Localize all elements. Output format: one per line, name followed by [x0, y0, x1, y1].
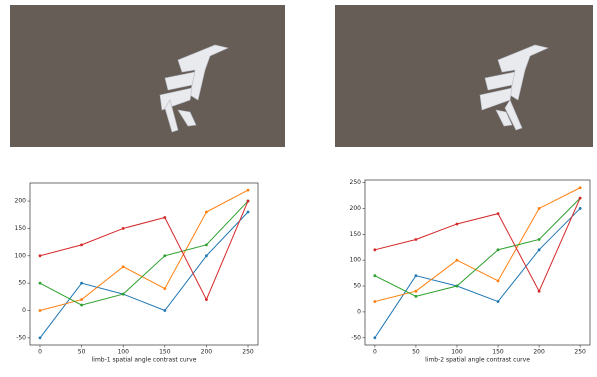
x-axis-label: limb-2 spatial angle contrast curve	[425, 357, 530, 364]
point	[497, 300, 500, 303]
series-line	[40, 201, 248, 305]
x-tick-label: 50	[412, 349, 420, 356]
point	[205, 211, 208, 214]
y-tick-label: 50	[353, 283, 361, 290]
point	[80, 282, 83, 285]
y-tick-label: 0	[357, 308, 361, 315]
series-line	[40, 201, 248, 300]
point	[80, 298, 83, 301]
axes-frame	[365, 180, 590, 345]
axes-frame	[30, 183, 258, 345]
point	[205, 298, 208, 301]
y-tick-label: 50	[18, 280, 26, 287]
x-tick-label: 250	[242, 349, 254, 356]
point	[247, 189, 250, 192]
point	[497, 212, 500, 215]
series-line	[375, 188, 580, 302]
point	[456, 285, 459, 288]
y-tick-label: 250	[350, 179, 362, 186]
point	[538, 248, 541, 251]
point	[80, 243, 83, 246]
point	[39, 282, 42, 285]
x-tick-label: 250	[574, 349, 586, 356]
y-tick-label: 100	[15, 252, 27, 259]
point	[497, 279, 500, 282]
y-tick-label: 200	[350, 205, 362, 212]
x-tick-label: 150	[159, 349, 171, 356]
point	[163, 254, 166, 257]
point	[163, 309, 166, 312]
render-right	[335, 5, 593, 147]
x-tick-label: 200	[201, 349, 213, 356]
y-tick-label: 150	[15, 225, 27, 232]
point	[373, 274, 376, 277]
y-tick-label: -50	[16, 334, 26, 341]
x-axis-label: limb-1 spatial angle contrast curve	[92, 357, 197, 364]
point	[39, 336, 42, 339]
y-tick-label: 150	[350, 231, 362, 238]
point	[122, 293, 125, 296]
series-line	[375, 198, 580, 296]
point	[456, 223, 459, 226]
point	[39, 309, 42, 312]
point	[579, 186, 582, 189]
render-background	[10, 5, 285, 147]
series-line	[375, 208, 580, 337]
y-tick-label: 200	[15, 198, 27, 205]
point	[373, 248, 376, 251]
x-tick-label: 200	[533, 349, 545, 356]
point	[415, 295, 418, 298]
point	[122, 227, 125, 230]
point	[415, 290, 418, 293]
render-left	[10, 5, 285, 147]
y-tick-label: 0	[22, 307, 26, 314]
x-tick-label: 50	[78, 349, 86, 356]
series-line	[40, 190, 248, 310]
x-tick-label: 150	[492, 349, 504, 356]
point	[538, 238, 541, 241]
figure: -50 0 50 100 150 200 0 50 100 150 200 250 limb-1 spa…	[0, 0, 597, 377]
point	[415, 238, 418, 241]
x-tick-label: 100	[117, 349, 129, 356]
page: {"chart_data": [ {"type": "line", "xlabe…	[0, 0, 597, 377]
point	[247, 200, 250, 203]
x-tick-label: 0	[373, 349, 377, 356]
point	[579, 207, 582, 210]
series-line	[375, 198, 580, 291]
point	[497, 248, 500, 251]
x-tick-label: 100	[451, 349, 463, 356]
point	[538, 290, 541, 293]
point	[205, 254, 208, 257]
point	[163, 216, 166, 219]
y-tick-label: -50	[351, 334, 361, 341]
point	[163, 287, 166, 290]
render-background	[335, 5, 593, 147]
y-tick-label: 100	[350, 257, 362, 264]
point	[80, 304, 83, 307]
point	[39, 254, 42, 257]
point	[373, 336, 376, 339]
point	[579, 197, 582, 200]
point	[205, 243, 208, 246]
point	[415, 274, 418, 277]
x-tick-label: 0	[38, 349, 42, 356]
point	[122, 265, 125, 268]
point	[456, 259, 459, 262]
point	[538, 207, 541, 210]
point	[247, 211, 250, 214]
point	[373, 300, 376, 303]
